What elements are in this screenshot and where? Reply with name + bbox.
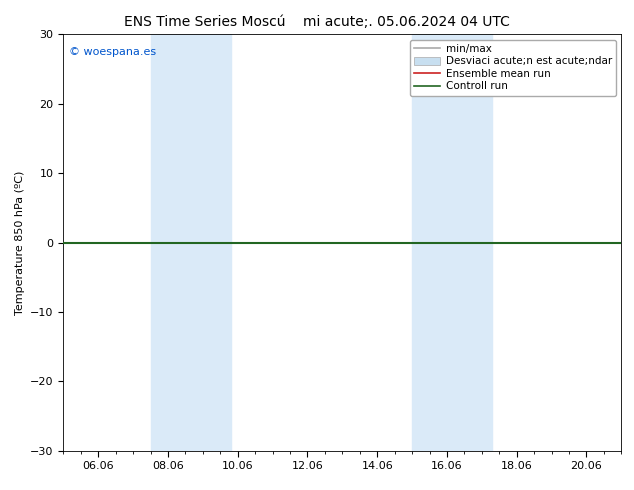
Text: © woespana.es: © woespana.es bbox=[69, 47, 156, 57]
Bar bbox=[412, 34, 493, 451]
Legend: min/max, Desviaci acute;n est acute;ndar, Ensemble mean run, Controll run: min/max, Desviaci acute;n est acute;ndar… bbox=[410, 40, 616, 96]
Text: ENS Time Series Moscú    mi acute;. 05.06.2024 04 UTC: ENS Time Series Moscú mi acute;. 05.06.2… bbox=[124, 15, 510, 29]
Y-axis label: Temperature 850 hPa (ºC): Temperature 850 hPa (ºC) bbox=[15, 171, 25, 315]
Bar bbox=[150, 34, 231, 451]
